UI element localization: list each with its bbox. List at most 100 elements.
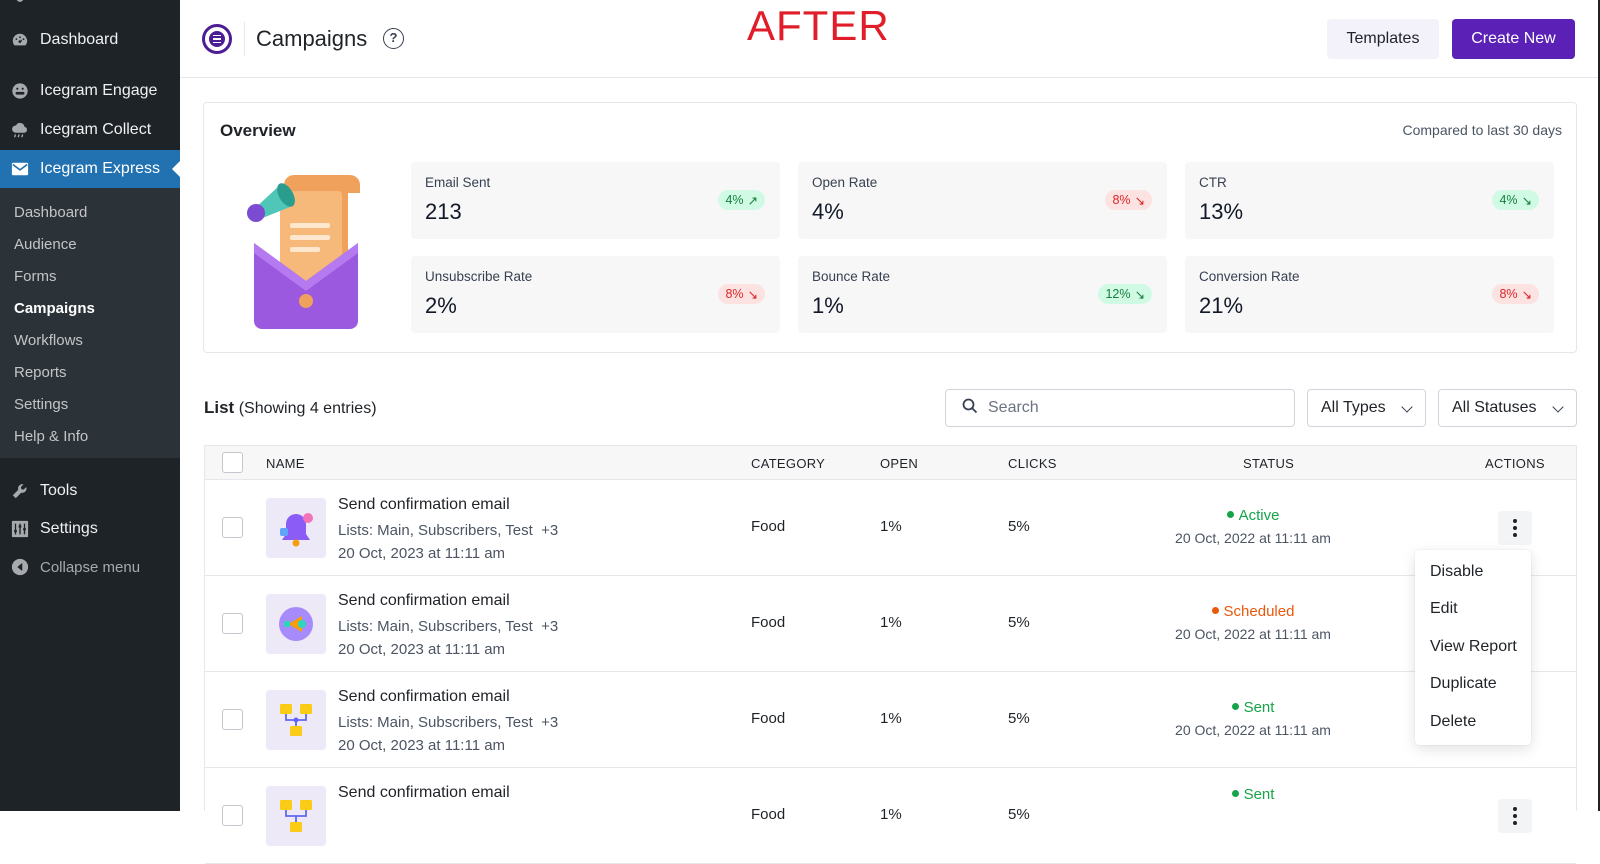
search-box[interactable] bbox=[945, 389, 1295, 427]
stat-value: 21% bbox=[1199, 293, 1244, 318]
stat-value: 13% bbox=[1199, 199, 1244, 224]
type-filter-value: All Types bbox=[1321, 399, 1386, 416]
column-header-open[interactable]: OPEN bbox=[880, 456, 919, 471]
campaign-clicks: 5% bbox=[1008, 614, 1030, 631]
campaign-name[interactable]: Send confirmation email bbox=[338, 496, 510, 513]
campaign-open-rate: 1% bbox=[880, 518, 902, 535]
row-actions-menu: Disable Edit View Report Duplicate Delet… bbox=[1415, 550, 1531, 745]
row-actions-button[interactable] bbox=[1498, 511, 1532, 545]
column-header-name[interactable]: NAME bbox=[266, 456, 305, 471]
campaign-category: Food bbox=[751, 518, 786, 535]
campaign-date: 20 Oct, 2023 at 11:11 am bbox=[338, 737, 506, 754]
settings-icon bbox=[10, 519, 30, 539]
overview-compare-note: Compared to last 30 days bbox=[1402, 122, 1562, 138]
templates-button[interactable]: Templates bbox=[1327, 19, 1439, 59]
overview-card: Overview Compared to last 30 days Email … bbox=[203, 102, 1577, 353]
campaign-lists-more[interactable]: +3 bbox=[541, 618, 559, 635]
sidebar-item-icegram-engage[interactable]: Icegram Engage bbox=[0, 72, 180, 110]
engage-icon bbox=[10, 81, 30, 101]
stat-card-bounce-rate: Bounce Rate 1% 12% ↘ bbox=[798, 256, 1167, 333]
workflow-thumbnail-icon bbox=[266, 690, 326, 750]
stat-label: Conversion Rate bbox=[1199, 269, 1300, 284]
generic-icon: ● bbox=[10, 0, 30, 9]
stat-card-email-sent: Email Sent 213 4% ↗ bbox=[411, 162, 780, 239]
sidebar-item-tools[interactable]: Tools bbox=[0, 472, 180, 510]
select-all-checkbox[interactable] bbox=[222, 452, 243, 473]
help-icon[interactable]: ? bbox=[383, 28, 404, 49]
menu-item-duplicate[interactable]: Duplicate bbox=[1430, 675, 1497, 692]
type-filter-select[interactable]: All Types bbox=[1307, 389, 1426, 427]
table-row[interactable]: Send confirmation email Food 1% 5% Sent bbox=[205, 768, 1576, 864]
table-row[interactable]: Send confirmation email Lists: Main, Sub… bbox=[205, 576, 1576, 672]
campaign-name[interactable]: Send confirmation email bbox=[338, 784, 510, 801]
trend-badge: 4% ↗ bbox=[718, 190, 765, 210]
campaign-date: 20 Oct, 2023 at 11:11 am bbox=[338, 545, 506, 562]
submenu-campaigns[interactable]: Campaigns bbox=[14, 300, 95, 317]
list-heading: List (Showing 4 entries) bbox=[204, 398, 377, 418]
campaign-open-rate: 1% bbox=[880, 614, 902, 631]
row-checkbox[interactable] bbox=[222, 709, 243, 730]
sidebar-item-icegram-collect[interactable]: Icegram Collect bbox=[0, 111, 180, 149]
stat-label: Bounce Rate bbox=[812, 269, 891, 284]
trend-badge: 12% ↘ bbox=[1098, 284, 1152, 304]
campaign-clicks: 5% bbox=[1008, 710, 1030, 727]
header-divider bbox=[244, 22, 245, 56]
table-row[interactable]: Send confirmation email Lists: Main, Sub… bbox=[205, 672, 1576, 768]
campaign-name[interactable]: Send confirmation email bbox=[338, 688, 510, 705]
sidebar-item-label: Collapse menu bbox=[40, 558, 141, 576]
sidebar-item-partial[interactable]: ● bbox=[0, 0, 180, 18]
submenu-audience[interactable]: Audience bbox=[14, 236, 77, 253]
trend-badge: 8% ↘ bbox=[1105, 190, 1152, 210]
campaign-category: Food bbox=[751, 710, 786, 727]
row-checkbox[interactable] bbox=[222, 517, 243, 538]
trend-value: 8% bbox=[1112, 193, 1131, 207]
campaign-name[interactable]: Send confirmation email bbox=[338, 592, 510, 609]
submenu-help-info[interactable]: Help & Info bbox=[14, 428, 89, 445]
campaign-lists-more[interactable]: +3 bbox=[541, 714, 559, 731]
row-actions-button[interactable] bbox=[1498, 799, 1532, 833]
submenu-workflows[interactable]: Workflows bbox=[14, 332, 83, 349]
after-annotation: AFTER bbox=[747, 2, 890, 49]
menu-item-delete[interactable]: Delete bbox=[1430, 713, 1477, 730]
bell-thumbnail-icon bbox=[266, 498, 326, 558]
search-icon bbox=[962, 398, 978, 419]
campaign-clicks: 5% bbox=[1008, 806, 1030, 823]
trend-down-icon: ↘ bbox=[1521, 193, 1532, 208]
submenu-settings[interactable]: Settings bbox=[14, 396, 69, 413]
trend-value: 12% bbox=[1105, 287, 1131, 301]
page-header: Campaigns ? AFTER Templates Create New bbox=[180, 0, 1600, 78]
create-new-button[interactable]: Create New bbox=[1452, 19, 1575, 59]
campaign-lists-more[interactable]: +3 bbox=[541, 522, 559, 539]
stat-label: Open Rate bbox=[812, 175, 878, 190]
column-header-clicks[interactable]: CLICKS bbox=[1008, 456, 1057, 471]
status-date: 20 Oct, 2022 at 11:11 am bbox=[1175, 626, 1331, 642]
menu-item-disable[interactable]: Disable bbox=[1430, 563, 1484, 580]
stat-card-unsubscribe-rate: Unsubscribe Rate 2% 8% ↘ bbox=[411, 256, 780, 333]
submenu-dashboard[interactable]: Dashboard bbox=[14, 204, 88, 221]
menu-item-view-report[interactable]: View Report bbox=[1430, 638, 1517, 655]
sidebar-item-label: Icegram Express bbox=[40, 160, 161, 177]
sidebar-item-dashboard[interactable]: Dashboard bbox=[0, 21, 180, 59]
icegram-express-logo-icon bbox=[202, 24, 232, 54]
collapse-menu-button[interactable]: Collapse menu bbox=[0, 548, 180, 586]
status-text: Scheduled bbox=[1223, 603, 1295, 620]
submenu-reports[interactable]: Reports bbox=[14, 364, 67, 381]
column-header-category[interactable]: CATEGORY bbox=[751, 456, 826, 471]
submenu-forms[interactable]: Forms bbox=[14, 268, 57, 285]
row-checkbox[interactable] bbox=[222, 613, 243, 634]
menu-item-edit[interactable]: Edit bbox=[1430, 600, 1458, 617]
campaign-clicks: 5% bbox=[1008, 518, 1030, 535]
trend-badge: 4% ↘ bbox=[1492, 190, 1539, 210]
search-input[interactable] bbox=[988, 399, 1268, 417]
status-badge: Scheduled bbox=[1163, 603, 1343, 620]
sidebar-item-settings[interactable]: Settings bbox=[0, 510, 180, 548]
trend-value: 8% bbox=[725, 287, 744, 301]
row-checkbox[interactable] bbox=[222, 805, 243, 826]
status-text: Sent bbox=[1243, 786, 1275, 803]
table-row[interactable]: Send confirmation email Lists: Main, Sub… bbox=[205, 480, 1576, 576]
status-filter-select[interactable]: All Statuses bbox=[1438, 389, 1577, 427]
sidebar-item-label: Icegram Engage bbox=[40, 82, 158, 99]
mail-icon bbox=[10, 159, 30, 179]
wrench-icon bbox=[10, 481, 30, 501]
sidebar-item-icegram-express[interactable]: Icegram Express bbox=[0, 150, 180, 188]
